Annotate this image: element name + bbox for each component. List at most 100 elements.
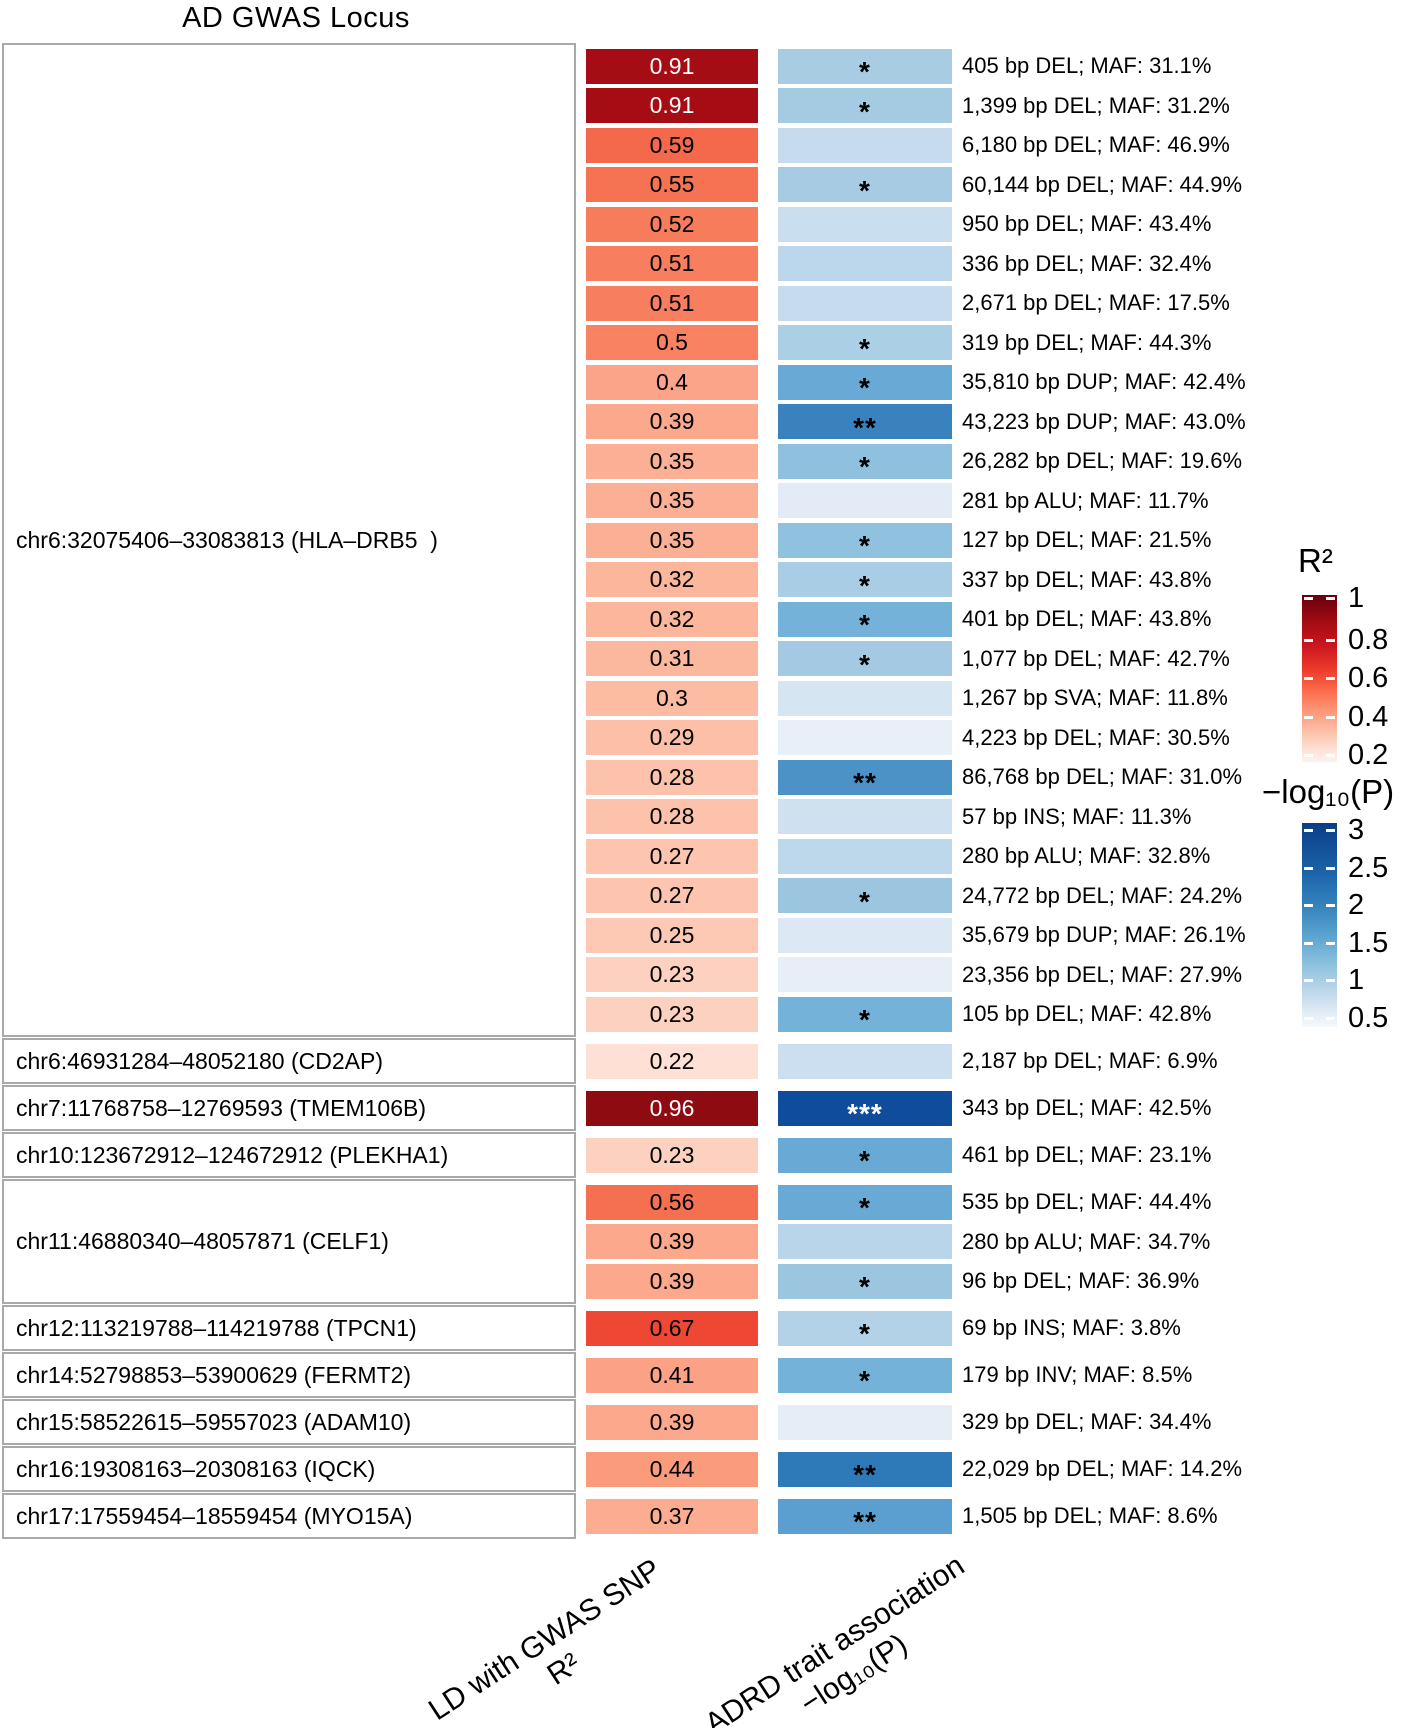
- significance-cell: *: [778, 641, 952, 678]
- significance-stars: *: [859, 372, 871, 404]
- r2-cell: 0.96: [586, 1090, 758, 1126]
- variant-annotation: 43,223 bp DUP; MAF: 43.0%: [962, 408, 1246, 434]
- r2-cell: 0.39: [586, 404, 758, 439]
- legend-p-tick-mark: [1304, 1017, 1313, 1020]
- r2-value: 0.3: [656, 684, 688, 711]
- significance-stars: **: [853, 767, 877, 799]
- r2-cell: 0.59: [586, 127, 758, 163]
- locus-label: chr14:52798853–53900629 (FERMT2): [16, 1361, 412, 1388]
- legend-p-tick-label: 2.5: [1348, 852, 1389, 884]
- r2-cell: 0.23: [586, 957, 758, 992]
- r2-value: 0.23: [649, 961, 695, 987]
- legend-r2-tick-mark: [1304, 597, 1313, 600]
- significance-cell: [778, 285, 952, 321]
- significance-stars: *: [859, 1192, 871, 1224]
- legend-p-tick-label: 0.5: [1348, 1002, 1389, 1034]
- significance-cell: *: [778, 1184, 952, 1224]
- r2-cell: 0.39: [586, 1404, 758, 1440]
- significance-cell: [778, 957, 952, 992]
- variant-annotation: 57 bp INS; MAF: 11.3%: [962, 803, 1192, 829]
- significance-cell: **: [778, 404, 952, 441]
- r2-cell: 0.51: [586, 246, 758, 281]
- locus-box: chr15:58522615–59557023 (ADAM10): [2, 1399, 576, 1445]
- r2-cell: 0.32: [586, 601, 758, 637]
- legend-p-tick-label: 1.5: [1348, 927, 1389, 959]
- legend-p-tick-mark: [1304, 867, 1313, 870]
- r2-value: 0.27: [649, 842, 695, 869]
- significance-cell: *: [778, 88, 952, 125]
- legend-p-tick-mark: [1326, 904, 1335, 907]
- significance-stars: *: [859, 1365, 871, 1397]
- r2-value: 0.59: [649, 131, 695, 158]
- r2-value: 0.52: [649, 210, 695, 237]
- r2-cell: 0.55: [586, 167, 758, 202]
- significance-cell: *: [778, 878, 952, 915]
- r2-value: 0.25: [649, 921, 695, 948]
- variant-annotation: 329 bp DEL; MAF: 34.4%: [962, 1409, 1212, 1434]
- legend-r2-tick-label: 0.4: [1348, 701, 1389, 733]
- variant-annotation: 337 bp DEL; MAF: 43.8%: [962, 566, 1212, 592]
- significance-cell: **: [778, 1498, 952, 1536]
- significance-cell: *: [778, 996, 952, 1034]
- significance-cell: *: [778, 48, 952, 88]
- r2-cell: 0.39: [586, 1224, 758, 1259]
- legend-p-tick-mark: [1304, 979, 1313, 982]
- r2-cell: 0.52: [586, 206, 758, 242]
- significance-cell: *: [778, 1263, 952, 1301]
- locus-box: chr7:11768758–12769593 (TMEM106B): [2, 1085, 576, 1131]
- r2-cell: 0.28: [586, 799, 758, 834]
- locus-box: chr11:46880340–48057871 (CELF1): [2, 1179, 576, 1304]
- significance-stars: *: [859, 451, 871, 483]
- r2-value: 0.39: [649, 1228, 695, 1254]
- r2-value: 0.37: [649, 1502, 695, 1529]
- r2-cell: 0.29: [586, 720, 758, 755]
- legend-p-tick-label: 1: [1348, 964, 1365, 996]
- variant-annotation: 336 bp DEL; MAF: 32.4%: [962, 250, 1212, 276]
- significance-cell: **: [778, 759, 952, 799]
- variant-annotation: 1,077 bp DEL; MAF: 42.7%: [962, 645, 1230, 671]
- r2-value: 0.28: [649, 803, 695, 829]
- variant-annotation: 950 bp DEL; MAF: 43.4%: [962, 211, 1212, 236]
- legend-r2-title: R²: [1298, 542, 1333, 579]
- legend-p-tick-mark: [1326, 979, 1335, 982]
- r2-value: 0.96: [649, 1094, 695, 1121]
- legend-r2-tick-mark: [1304, 639, 1313, 642]
- r2-value: 0.27: [649, 882, 695, 908]
- locus-box: chr10:123672912–124672912 (PLEKHA1): [2, 1132, 576, 1178]
- r2-value: 0.35: [649, 447, 695, 474]
- r2-value: 0.23: [649, 1141, 695, 1168]
- r2-cell: 0.27: [586, 838, 758, 874]
- significance-stars: ***: [847, 1098, 883, 1130]
- r2-value: 0.32: [649, 605, 695, 632]
- locus-box: chr6:32075406–33083813 (HLA–DRB5 ): [2, 43, 576, 1037]
- r2-cell: 0.91: [586, 88, 758, 123]
- locus-label: chr10:123672912–124672912 (PLEKHA1): [16, 1141, 449, 1168]
- r2-cell: 0.37: [586, 1498, 758, 1534]
- variant-annotation: 24,772 bp DEL; MAF: 24.2%: [962, 882, 1243, 908]
- r2-cell: 0.41: [586, 1357, 758, 1393]
- legend-r2-tick-mark: [1304, 754, 1313, 757]
- significance-stars: *: [859, 56, 871, 88]
- legend-p-title: −log₁₀(P): [1262, 773, 1395, 810]
- significance-cell: *: [778, 443, 952, 483]
- r2-cell: 0.51: [586, 285, 758, 321]
- r2-cell: 0.31: [586, 641, 758, 676]
- legend-p-colorbar: [1302, 823, 1337, 1027]
- variant-annotation: 96 bp DEL; MAF: 36.9%: [962, 1268, 1200, 1293]
- variant-annotation: 401 bp DEL; MAF: 43.8%: [962, 606, 1212, 631]
- variant-annotation: 22,029 bp DEL; MAF: 14.2%: [962, 1456, 1243, 1481]
- r2-value: 0.91: [649, 52, 695, 79]
- locus-box: chr12:113219788–114219788 (TPCN1): [2, 1305, 576, 1351]
- r2-cell: 0.23: [586, 996, 758, 1032]
- r2-cell: 0.91: [586, 48, 758, 84]
- r2-cell: 0.56: [586, 1184, 758, 1220]
- significance-stars: *: [859, 530, 871, 562]
- legend-r2-tick-mark: [1326, 754, 1335, 757]
- r2-value: 0.32: [649, 566, 695, 592]
- legend-p-tick-mark: [1304, 904, 1313, 907]
- locus-box: chr14:52798853–53900629 (FERMT2): [2, 1352, 576, 1398]
- significance-cell: [778, 1224, 952, 1259]
- legend-p-tick-label: 3: [1348, 814, 1365, 846]
- legend-r2-tick-mark: [1326, 639, 1335, 642]
- r2-value: 0.4: [656, 368, 688, 395]
